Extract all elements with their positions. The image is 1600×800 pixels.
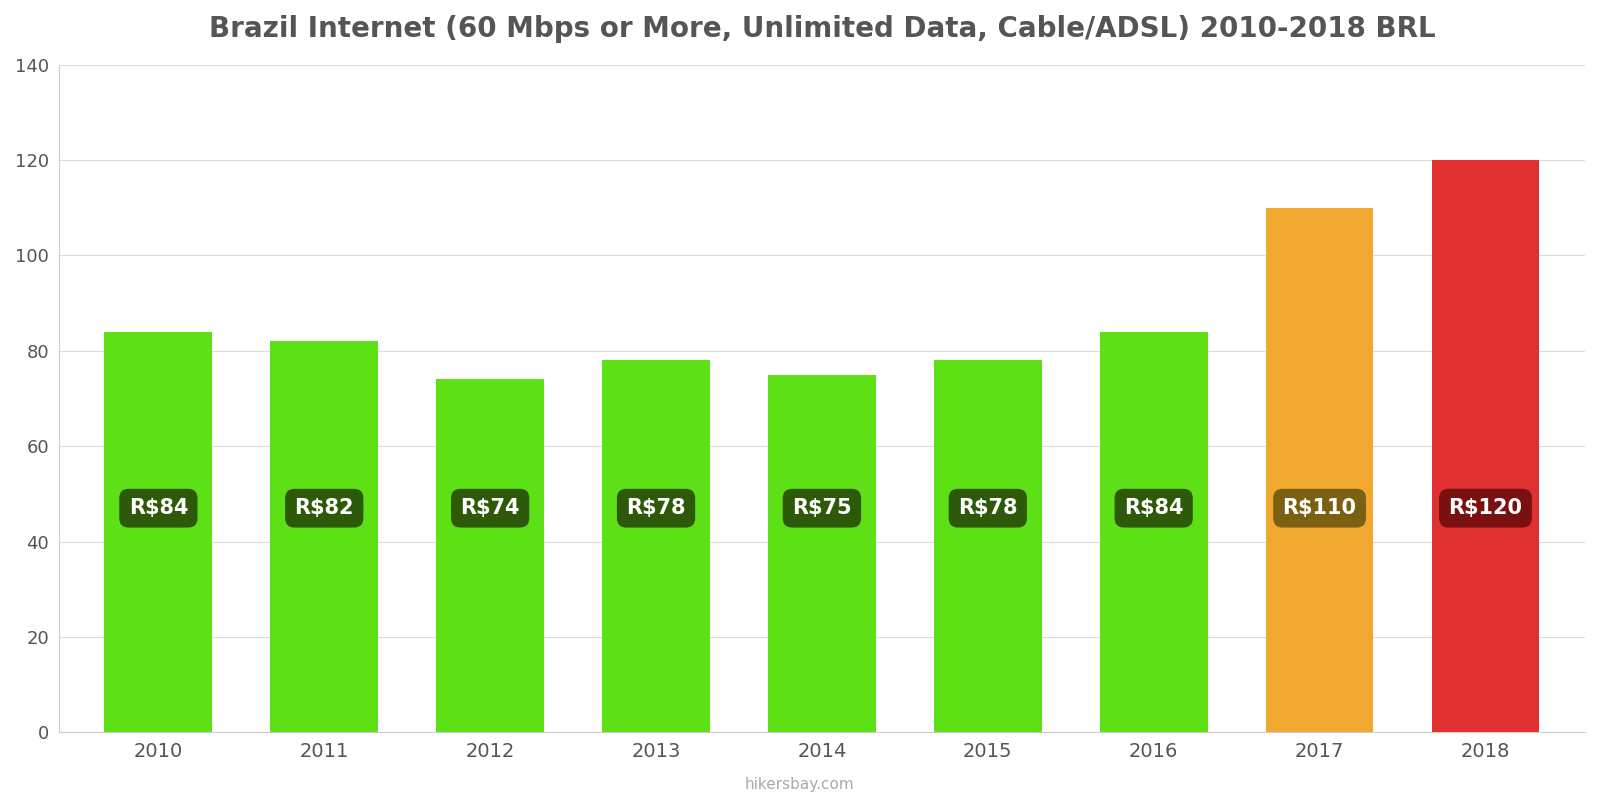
Bar xyxy=(934,360,1042,732)
Text: R$110: R$110 xyxy=(1283,498,1357,518)
Bar xyxy=(1266,208,1373,732)
Text: R$84: R$84 xyxy=(1123,498,1184,518)
Bar xyxy=(270,342,378,732)
Bar xyxy=(768,374,875,732)
Bar xyxy=(437,379,544,732)
Text: R$74: R$74 xyxy=(461,498,520,518)
Bar xyxy=(1432,160,1539,732)
Text: hikersbay.com: hikersbay.com xyxy=(746,777,854,792)
Bar xyxy=(602,360,710,732)
Text: R$84: R$84 xyxy=(128,498,189,518)
Bar xyxy=(1099,332,1208,732)
Text: R$78: R$78 xyxy=(958,498,1018,518)
Text: R$75: R$75 xyxy=(792,498,851,518)
Bar xyxy=(104,332,213,732)
Title: Brazil Internet (60 Mbps or More, Unlimited Data, Cable/ADSL) 2010-2018 BRL: Brazil Internet (60 Mbps or More, Unlimi… xyxy=(208,15,1435,43)
Text: R$120: R$120 xyxy=(1448,498,1523,518)
Text: R$78: R$78 xyxy=(626,498,686,518)
Text: R$82: R$82 xyxy=(294,498,354,518)
